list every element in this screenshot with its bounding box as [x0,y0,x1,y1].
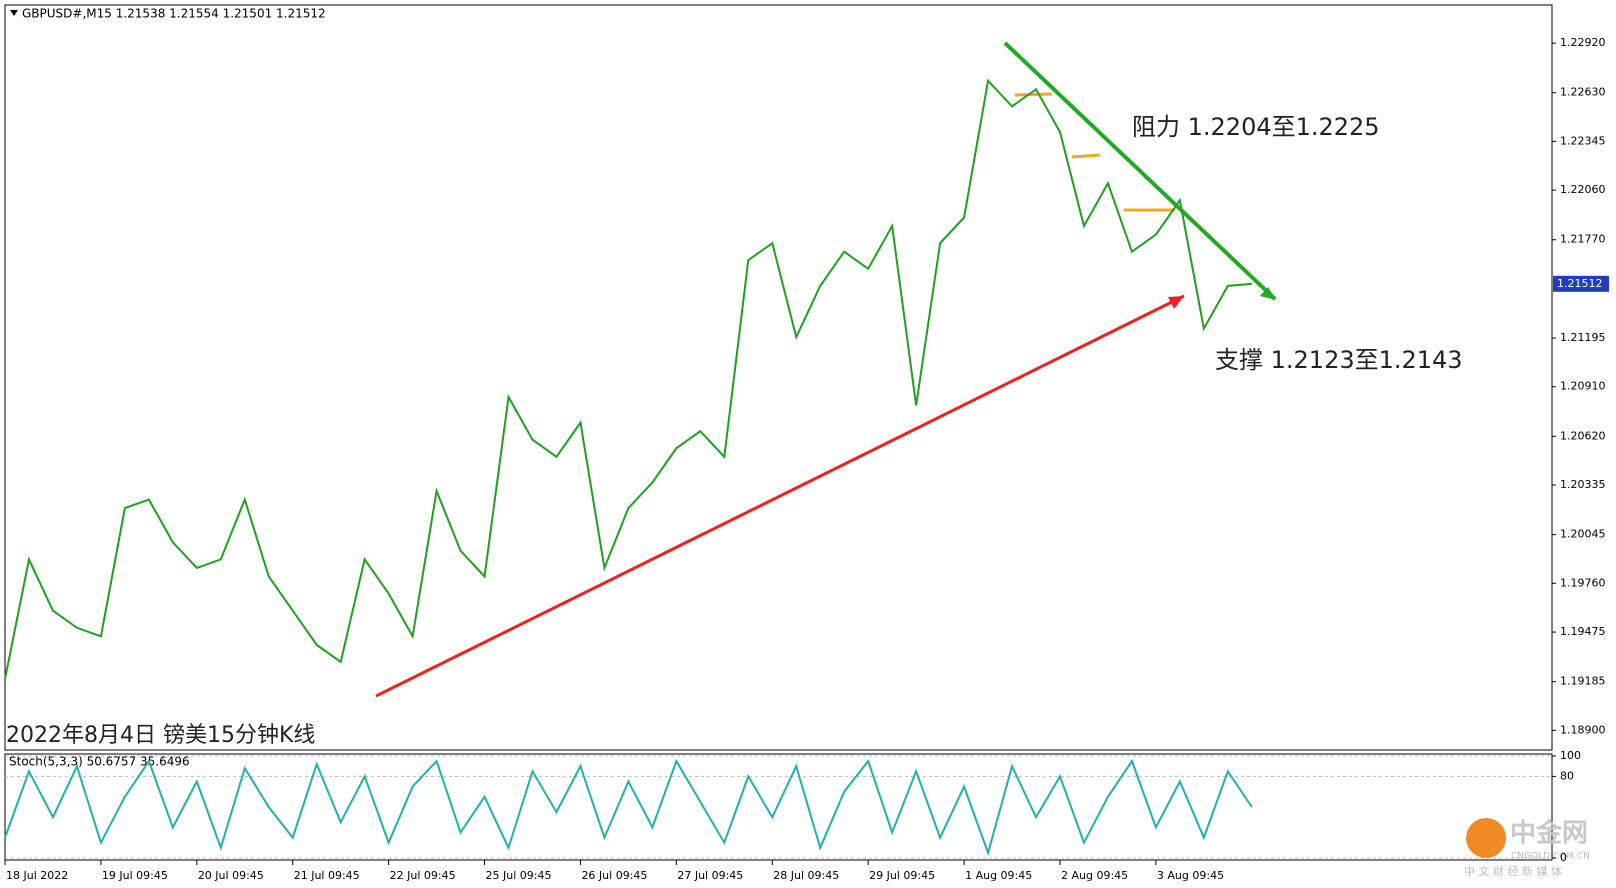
y-tick-label: 0 [1560,851,1567,864]
y-tick-label: 1.22345 [1560,134,1606,147]
watermark-url: CNGOLD.COM.CN [1511,852,1590,862]
logo [1466,818,1506,858]
x-tick-label: 18 Jul 2022 [6,869,68,882]
x-tick-label: 25 Jul 09:45 [486,869,552,882]
arrow-head [1260,287,1276,300]
x-tick-label: 3 Aug 09:45 [1157,869,1224,882]
annotation: 阻力 1.2204至1.2225 [1132,113,1380,141]
y-tick-label: 1.22060 [1560,183,1606,196]
price-line [4,78,1252,680]
annotation: 支撑 1.2123至1.2143 [1215,346,1463,374]
x-tick-label: 20 Jul 09:45 [198,869,264,882]
y-tick-label: 1.21195 [1560,331,1606,344]
y-tick-label: 1.21770 [1560,233,1606,246]
current-price-box [1553,275,1609,292]
y-tick-label: 1.19760 [1560,576,1606,589]
resistance-trendline [1003,41,1277,301]
x-tick-label: 26 Jul 09:45 [581,869,647,882]
marker-arrow [1071,153,1101,159]
support-trendline [375,294,1185,698]
y-tick-label: 80 [1560,769,1574,782]
x-tick-label: 1 Aug 09:45 [965,869,1032,882]
stoch-panel [4,753,1553,861]
watermark-brand: 中金网 [1510,818,1588,849]
chart-title: GBPUSD#,M15 1.21538 1.21554 1.21501 1.21… [22,7,326,21]
y-tick-label: 1.22920 [1560,36,1606,49]
price-line [4,758,1253,857]
y-tick-label: 1.20045 [1560,528,1606,541]
y-tick-label: 1.20335 [1560,478,1606,491]
x-tick-label: 22 Jul 09:45 [390,869,456,882]
x-tick-label: 2 Aug 09:45 [1061,869,1128,882]
y-tick-label: 100 [1560,749,1581,762]
menu-icon [10,10,18,16]
x-tick-label: 19 Jul 09:45 [102,869,168,882]
x-tick-label: 29 Jul 09:45 [869,869,935,882]
y-tick-label: 1.22630 [1560,86,1606,99]
x-tick-label: 21 Jul 09:45 [294,869,360,882]
y-tick-label: 1.19475 [1560,625,1606,638]
price-panel [4,4,1553,751]
stoch-title: Stoch(5,3,3) 50.6757 35.6496 [9,755,190,769]
current-price-label: 1.21512 [1557,277,1603,290]
watermark-slogan: 中 文 财 经 新 媒 体 [1464,864,1562,878]
y-tick-label: 1.20910 [1560,380,1606,393]
y-tick-label: 1.20620 [1560,429,1606,442]
y-tick-label: 1.19185 [1560,675,1606,688]
arrow-head [1168,296,1184,309]
marker-arrow [1014,92,1053,97]
x-tick-label: 27 Jul 09:45 [677,869,743,882]
x-tick-label: 28 Jul 09:45 [773,869,839,882]
y-tick-label: 1.18900 [1560,723,1606,736]
footnote: 2022年8月4日 镑美15分钟K线 [6,723,315,748]
